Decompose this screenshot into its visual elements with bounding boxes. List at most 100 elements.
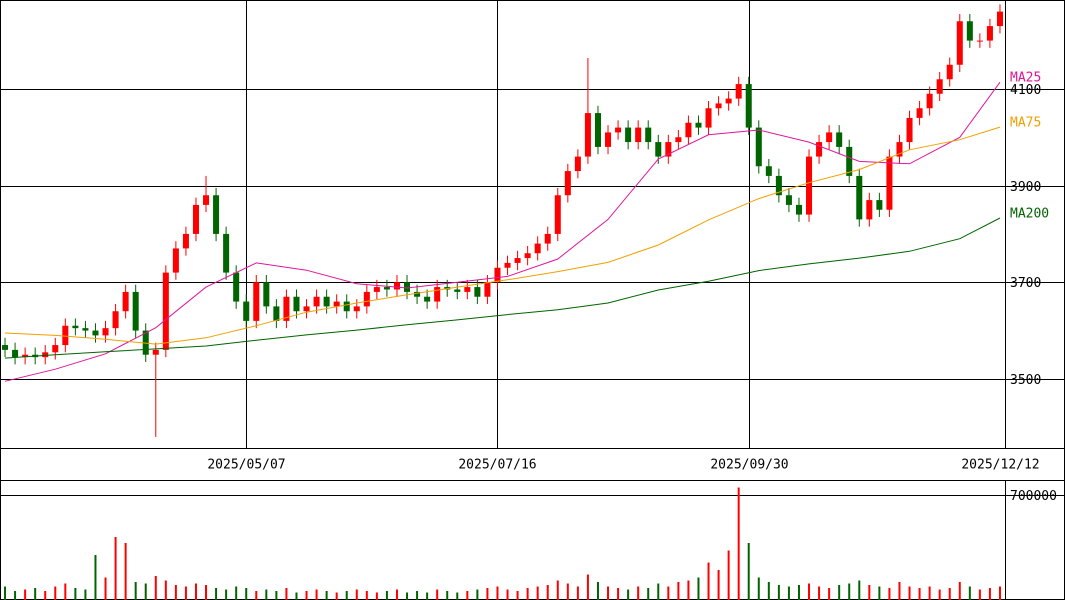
candle-body: [12, 349, 19, 358]
candle-body: [283, 296, 290, 321]
candle-body: [806, 156, 813, 215]
volume-bar: [536, 586, 539, 600]
moving-average-label: MA25: [1010, 71, 1041, 86]
y-tick-label: 3900: [1010, 180, 1041, 195]
moving-average-label: MA200: [1010, 206, 1049, 221]
volume-bar: [677, 582, 680, 600]
candle-body: [243, 301, 250, 321]
candle-body: [72, 325, 79, 329]
volume-bar: [627, 589, 630, 600]
candle-body: [735, 84, 742, 99]
volume-bar: [737, 487, 740, 600]
candle-body: [906, 117, 913, 143]
volume-bar: [918, 588, 921, 600]
volume-bar: [747, 543, 750, 600]
volume-bar: [265, 589, 268, 600]
candle-body: [544, 233, 551, 244]
candle-body: [795, 204, 802, 215]
volume-bar: [617, 588, 620, 600]
x-tick-label: 2025/09/30: [710, 458, 788, 473]
volume-bar: [44, 591, 47, 600]
candle-body: [223, 233, 230, 273]
volume-bar: [114, 537, 117, 600]
volume-bar: [24, 589, 27, 600]
volume-bar: [395, 589, 398, 600]
volume-bar: [84, 589, 87, 600]
grid: [0, 0, 1065, 496]
candle-body: [263, 282, 270, 307]
candle-body: [695, 122, 702, 128]
volume-bar: [797, 585, 800, 600]
candle-body: [966, 21, 973, 41]
candle-body: [182, 233, 189, 249]
volume-bar: [4, 586, 7, 600]
candle-body: [866, 200, 873, 220]
candle-body: [363, 291, 370, 307]
candle-body: [715, 103, 722, 109]
moving-average-line: [4, 81, 1001, 382]
candle-body: [574, 156, 581, 172]
volume-bar: [556, 580, 559, 600]
volume-bar: [34, 588, 37, 600]
volume-bar: [365, 591, 368, 600]
candle-body: [504, 262, 511, 268]
volume-bar: [868, 585, 871, 600]
candle-body: [876, 200, 883, 210]
candle-body: [755, 127, 762, 167]
volume-bar: [727, 550, 730, 600]
candle-body: [454, 289, 461, 292]
candle-body: [343, 301, 350, 312]
candle-body: [856, 175, 863, 220]
volume-bar: [385, 591, 388, 600]
x-tick-label: 2025/05/07: [207, 458, 285, 473]
candle-body: [293, 296, 300, 312]
candle-body: [383, 287, 390, 290]
y-tick-label: 3500: [1010, 373, 1041, 388]
candle-body: [685, 122, 692, 138]
candle-body: [605, 132, 612, 147]
candle-body: [313, 296, 320, 307]
volume-bar: [968, 586, 971, 600]
candle-body: [42, 352, 49, 358]
volume-bar: [406, 592, 409, 600]
volume-bar: [245, 588, 248, 600]
candle-body: [464, 287, 471, 292]
candle-body: [625, 127, 632, 143]
candle-body: [474, 287, 481, 297]
candle-body: [404, 282, 411, 292]
volume-bar: [767, 582, 770, 600]
candle-body: [916, 108, 923, 118]
candle-body: [393, 282, 400, 290]
candle-body: [484, 282, 491, 297]
volume-bar: [607, 586, 610, 600]
volume-bar: [416, 591, 419, 600]
candle-body: [162, 272, 169, 350]
candle-body: [213, 195, 220, 234]
volume-bar: [154, 576, 157, 600]
volume-bar: [707, 562, 710, 600]
candle-body: [675, 137, 682, 143]
volume-tick-label: 700000: [1010, 489, 1057, 504]
candle-body: [203, 195, 210, 205]
candle-body: [775, 175, 782, 196]
candle-body: [745, 84, 752, 128]
x-tick-label: 2025/12/12: [961, 458, 1039, 473]
candle-body: [92, 330, 99, 336]
volume-bar: [526, 588, 529, 600]
candle-body: [846, 146, 853, 176]
volume-bar: [808, 583, 811, 600]
candle-body: [494, 267, 501, 283]
candle-body: [594, 113, 601, 147]
volume-bar: [777, 585, 780, 600]
candle-body: [826, 132, 833, 143]
y-tick-label: 3700: [1010, 276, 1041, 291]
candle-body: [926, 93, 933, 109]
volume-bar: [928, 586, 931, 600]
volume-bar: [697, 577, 700, 600]
candle-body: [936, 79, 943, 94]
volume-bar: [878, 586, 881, 600]
candle-body: [816, 142, 823, 157]
candle-body: [52, 345, 59, 353]
volume-bar: [848, 583, 851, 600]
